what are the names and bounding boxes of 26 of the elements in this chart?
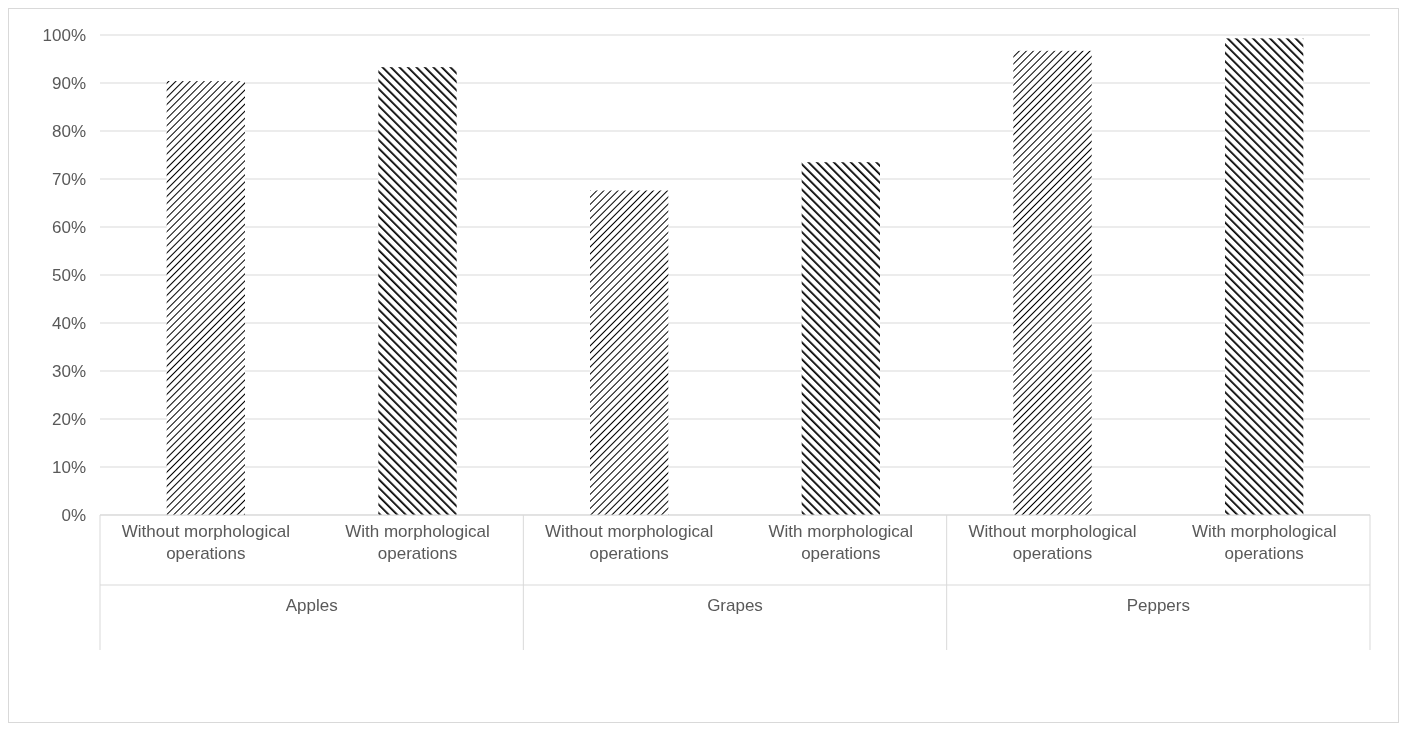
bar bbox=[1013, 50, 1092, 515]
y-tick-label: 90% bbox=[51, 73, 86, 93]
y-tick-label: 0% bbox=[61, 505, 86, 525]
y-tick-label: 80% bbox=[51, 121, 86, 141]
y-tick-label: 10% bbox=[51, 457, 86, 477]
y-tick-label: 30% bbox=[51, 361, 86, 381]
text: Without morphological operations bbox=[545, 522, 714, 563]
bar bbox=[166, 81, 245, 515]
x-tick-label: Apples bbox=[285, 596, 338, 615]
y-tick-label: 20% bbox=[51, 409, 86, 429]
y-tick-label: 40% bbox=[51, 313, 86, 333]
series-label: Without morphological operations bbox=[121, 522, 290, 563]
bar bbox=[378, 67, 457, 515]
bar bbox=[801, 162, 880, 515]
bar bbox=[590, 190, 669, 515]
bar bbox=[1225, 38, 1304, 515]
x-tick-label: Grapes bbox=[707, 596, 763, 615]
y-tick-label: 100% bbox=[42, 25, 86, 45]
text: With morphological operations bbox=[768, 522, 914, 563]
y-tick-label: 60% bbox=[51, 217, 86, 237]
x-tick-label: Peppers bbox=[1126, 596, 1190, 615]
y-tick-label: 50% bbox=[51, 265, 86, 285]
text: Without morphological operations bbox=[968, 522, 1137, 563]
y-tick-label: 70% bbox=[51, 169, 86, 189]
series-label: With morphological operations bbox=[345, 522, 490, 563]
text: With morphological operations bbox=[1191, 522, 1337, 563]
